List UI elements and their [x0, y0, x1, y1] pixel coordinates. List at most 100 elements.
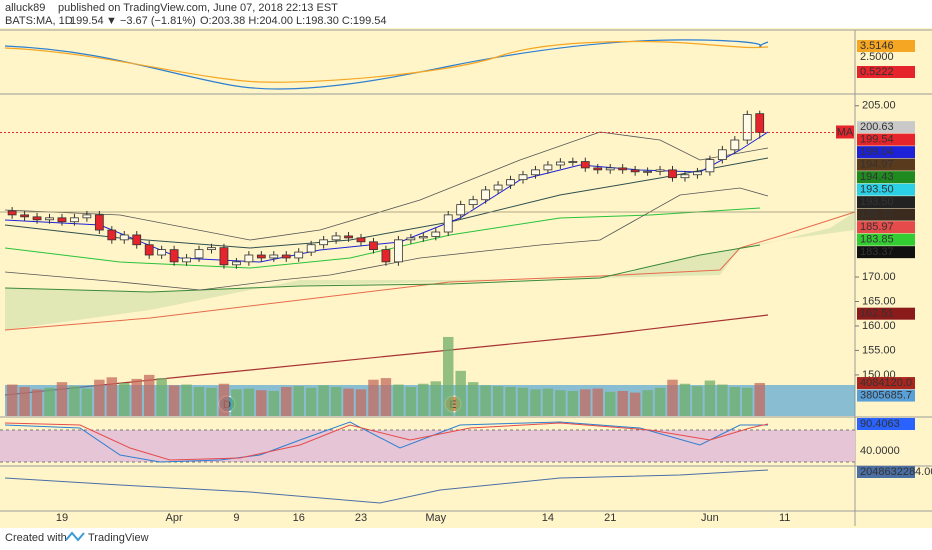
x-tick-label: Jun: [701, 512, 719, 524]
candle-body: [182, 257, 191, 263]
candle-body: [45, 217, 54, 221]
price-label: 193.50: [860, 184, 894, 196]
volume-bar: [567, 390, 579, 416]
volume-bar: [604, 391, 616, 416]
stoch-label: 90.4063: [860, 418, 900, 430]
candle-body: [755, 113, 765, 133]
candle-body: [555, 161, 565, 166]
volume-bar: [480, 385, 491, 416]
candle-body: [605, 167, 615, 171]
volume-bar: [231, 389, 242, 416]
candle-body: [344, 235, 353, 239]
volume-bar: [6, 384, 18, 416]
volume-bar: [455, 370, 466, 416]
x-tick-label: 16: [293, 512, 305, 524]
price-label: 183.85: [860, 234, 894, 246]
footer-brand[interactable]: TradingView: [88, 532, 149, 544]
volume-bar: [505, 386, 516, 416]
price-label: 194.97: [860, 159, 894, 171]
volume-bar: [654, 387, 666, 416]
obv-line: [4, 469, 769, 504]
price-label: 183.37: [860, 246, 894, 258]
symbol: BATS:MA, 1D: [5, 15, 73, 27]
macd-label: 0.5222: [860, 66, 894, 78]
candle-body: [244, 254, 254, 263]
volume-bar: [193, 386, 205, 416]
candle-body: [568, 161, 578, 163]
logo: [65, 531, 85, 542]
volume-bar: [243, 388, 255, 416]
volume-bar: [305, 387, 317, 416]
y-tick-label: 205.00: [862, 100, 896, 112]
candle-body: [157, 249, 167, 256]
volume-bar: [542, 388, 554, 416]
candle-body: [82, 214, 92, 219]
candle-body: [668, 169, 677, 179]
x-tick-label: 23: [355, 512, 367, 524]
volume-bar: [729, 386, 741, 416]
candle-body: [281, 254, 291, 259]
x-tick-label: 21: [604, 512, 616, 524]
candle-body: [356, 237, 366, 243]
volume-bar: [617, 390, 628, 416]
candle-body: [394, 239, 403, 263]
price-label-bg: [857, 233, 915, 246]
volume-bar: [31, 389, 43, 416]
volume-bar: [44, 387, 55, 416]
candle-body: [468, 199, 478, 206]
price-label-bg: [857, 208, 915, 221]
volume-bar: [131, 378, 142, 416]
candle-body: [580, 161, 590, 169]
price-label-bg: [857, 246, 915, 259]
author[interactable]: alluck89: [5, 2, 45, 14]
volume-bar: [467, 382, 479, 416]
volume-bar: [405, 386, 417, 416]
volume-bar: [19, 386, 30, 416]
y-tick-label: 170.00: [862, 271, 896, 283]
volume-bar: [517, 387, 529, 416]
candle-body: [506, 179, 515, 186]
macd-lines: [4, 39, 769, 90]
volume-bar: [94, 379, 105, 416]
candle-body: [693, 171, 702, 176]
candle-body: [219, 247, 229, 266]
price-label-bg: [857, 158, 915, 171]
x-tick-label: 14: [542, 512, 554, 524]
volume-bar: [181, 384, 192, 416]
last-price: 199.54: [70, 15, 104, 27]
candle-body: [331, 235, 341, 241]
candle-body: [194, 249, 204, 259]
volume-bar: [530, 389, 541, 416]
macd-label-bg: [857, 66, 915, 78]
volume-label: 3805685.7: [860, 389, 912, 401]
obv-label: 2048632284.0000: [860, 466, 932, 478]
candle-body: [481, 189, 490, 201]
badge-bg: [836, 125, 854, 139]
volume-bar: [256, 390, 267, 416]
price-label: 186.37: [860, 209, 894, 221]
x-tick-label: 19: [56, 512, 68, 524]
obv-label-bg: [857, 466, 915, 478]
candle-body: [406, 237, 416, 241]
price-label: 199.04: [860, 146, 894, 158]
candle-body: [32, 216, 42, 221]
candle-body: [294, 251, 304, 259]
volume-bar: [667, 379, 678, 416]
candle-body: [381, 249, 391, 263]
candle-body: [232, 261, 241, 266]
volume-bar: [106, 377, 118, 416]
volume-bar: [56, 382, 68, 416]
volume-bar: [119, 382, 130, 416]
volume-bar: [330, 386, 342, 416]
candle-body: [643, 170, 652, 173]
volume-bar: [343, 388, 354, 416]
candle-body: [456, 204, 466, 216]
candle-body: [94, 214, 104, 231]
price-label: 194.43: [860, 171, 894, 183]
price-label-bg: [857, 171, 915, 184]
candle-body: [169, 249, 179, 263]
candle-body: [132, 234, 142, 246]
candle-body: [319, 239, 329, 246]
change: ▼ −3.67 (−1.81%): [106, 15, 196, 27]
